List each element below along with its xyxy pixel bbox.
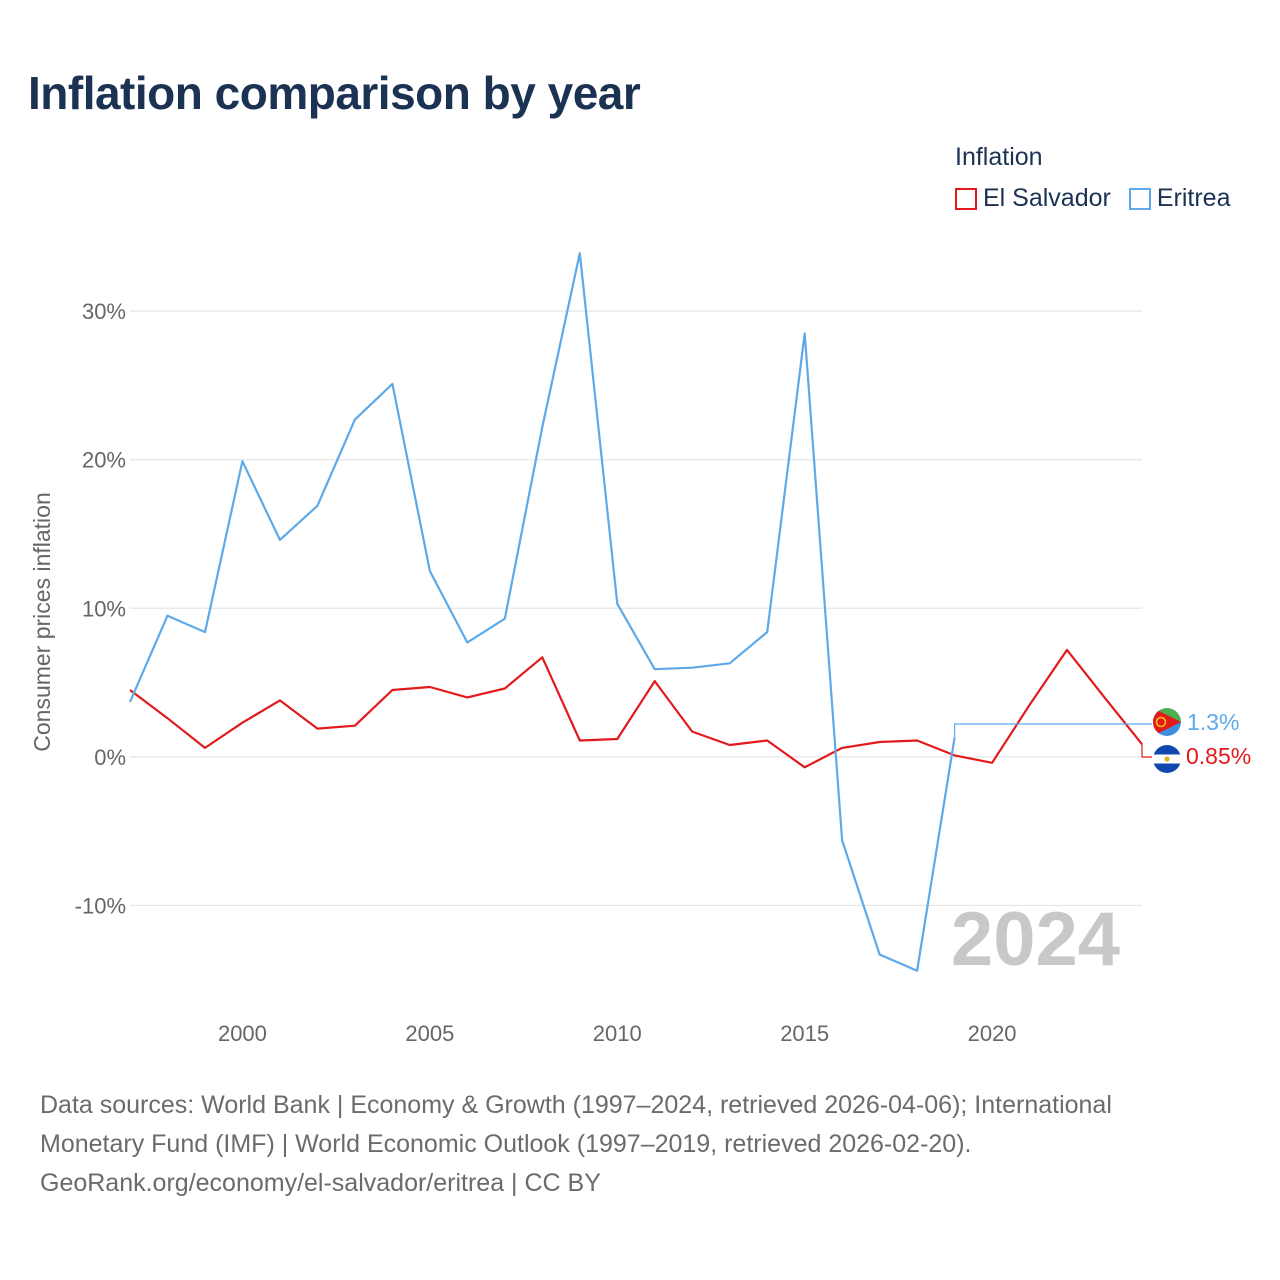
legend-label-el-salvador: El Salvador [983, 184, 1111, 212]
x-tick-label: 2005 [405, 1021, 454, 1046]
end-label-el-salvador: 0.85% [1186, 743, 1251, 769]
flag-eritrea-icon [1153, 708, 1181, 736]
year-watermark: 2024 [951, 897, 1120, 982]
x-axis-ticks: 2000 2005 2010 2015 2020 [218, 1021, 1017, 1046]
legend-item-eritrea[interactable]: Eritrea [1128, 184, 1231, 213]
y-tick-label: 10% [82, 596, 126, 621]
x-tick-label: 2020 [968, 1021, 1017, 1046]
leader-line-el-salvador [1141, 744, 1152, 758]
y-axis-label: Consumer prices inflation [29, 492, 55, 752]
y-axis-ticks: -10% 0% 10% 20% 30% [75, 299, 126, 918]
legend-label-eritrea: Eritrea [1156, 184, 1231, 212]
flag-el-salvador-icon [1153, 745, 1181, 773]
leader-line-eritrea [953, 723, 1152, 738]
legend: Inflation El Salvador Eritrea [955, 143, 1249, 213]
plot-area: -10% 0% 10% 20% 30% 2000 2005 2010 2015 2020 Con… [29, 252, 1251, 1046]
series-lines [128, 252, 1143, 972]
series-line-eritrea[interactable] [128, 252, 956, 972]
legend-swatch-el-salvador [955, 187, 977, 210]
y-tick-label: 30% [82, 299, 126, 324]
legend-items: El Salvador Eritrea [955, 184, 1249, 213]
legend-title: Inflation [955, 143, 1043, 171]
source-text: Data sources: World Bank | Economy & Gro… [40, 1091, 1112, 1197]
y-tick-label: 0% [94, 745, 126, 770]
y-tick-label: -10% [75, 893, 126, 918]
x-tick-label: 2000 [218, 1021, 267, 1046]
end-label-eritrea: 1.3% [1187, 709, 1239, 735]
end-labels: 1.3% 0.85% [953, 708, 1251, 773]
legend-item-el-salvador[interactable]: El Salvador [955, 184, 1111, 213]
chart-title: Inflation comparison by year [28, 67, 641, 119]
grid-lines [130, 310, 1142, 907]
y-tick-label: 20% [82, 448, 126, 473]
legend-swatch-eritrea [1128, 187, 1151, 210]
x-tick-label: 2010 [593, 1021, 642, 1046]
series-line-el-salvador[interactable] [129, 648, 1143, 769]
x-tick-label: 2015 [780, 1021, 829, 1046]
